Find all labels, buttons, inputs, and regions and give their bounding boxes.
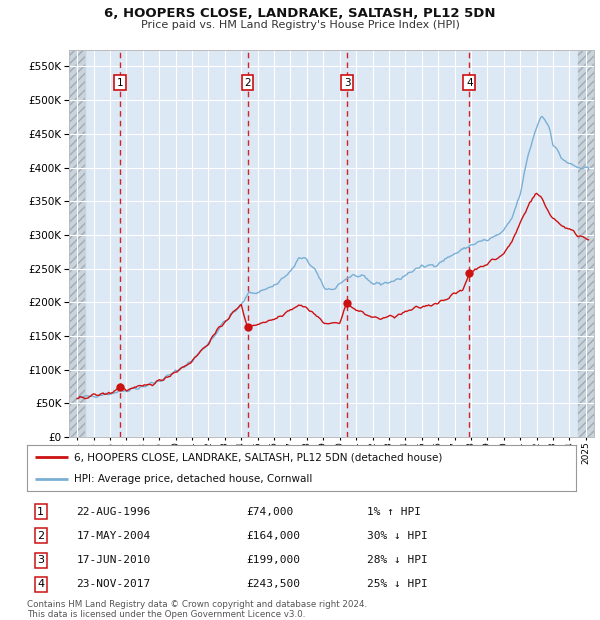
Text: 22-AUG-1996: 22-AUG-1996 (76, 507, 151, 516)
Text: 4: 4 (466, 78, 473, 87)
Text: 1% ↑ HPI: 1% ↑ HPI (367, 507, 421, 516)
Bar (69, 50, 85, 437)
Text: 17-JUN-2010: 17-JUN-2010 (76, 555, 151, 565)
Text: 2: 2 (37, 531, 44, 541)
Bar (578, 50, 594, 437)
Text: 28% ↓ HPI: 28% ↓ HPI (367, 555, 428, 565)
Text: £164,000: £164,000 (247, 531, 301, 541)
Text: 3: 3 (344, 78, 350, 87)
Text: 1: 1 (117, 78, 124, 87)
Text: 23-NOV-2017: 23-NOV-2017 (76, 579, 151, 590)
Text: 30% ↓ HPI: 30% ↓ HPI (367, 531, 428, 541)
Text: 17-MAY-2004: 17-MAY-2004 (76, 531, 151, 541)
Bar (69, 50, 85, 437)
Text: £74,000: £74,000 (247, 507, 294, 516)
Text: Price paid vs. HM Land Registry's House Price Index (HPI): Price paid vs. HM Land Registry's House … (140, 20, 460, 30)
Text: 25% ↓ HPI: 25% ↓ HPI (367, 579, 428, 590)
Text: 1: 1 (37, 507, 44, 516)
Text: £243,500: £243,500 (247, 579, 301, 590)
Bar (578, 50, 594, 437)
Text: 2: 2 (244, 78, 251, 87)
Text: Contains HM Land Registry data © Crown copyright and database right 2024.
This d: Contains HM Land Registry data © Crown c… (27, 600, 367, 619)
Text: £199,000: £199,000 (247, 555, 301, 565)
Text: 6, HOOPERS CLOSE, LANDRAKE, SALTASH, PL12 5DN (detached house): 6, HOOPERS CLOSE, LANDRAKE, SALTASH, PL1… (74, 452, 442, 462)
Text: 4: 4 (37, 579, 44, 590)
Text: 3: 3 (37, 555, 44, 565)
Text: HPI: Average price, detached house, Cornwall: HPI: Average price, detached house, Corn… (74, 474, 312, 484)
Text: 6, HOOPERS CLOSE, LANDRAKE, SALTASH, PL12 5DN: 6, HOOPERS CLOSE, LANDRAKE, SALTASH, PL1… (104, 7, 496, 20)
